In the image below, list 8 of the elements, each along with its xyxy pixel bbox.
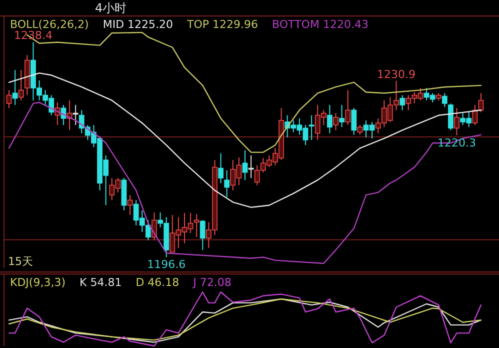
annotation: 15天	[8, 255, 33, 268]
annotation: 1196.6	[147, 258, 186, 272]
legend: BOLL(26,26,2) MID 1225.20 TOP 1229.96 BOTTOM 1220.43	[10, 18, 368, 31]
annotation: 1238.4	[14, 29, 52, 42]
legend: KDJ(9,3,3) K 54.81 D 46.18 J 72.08	[10, 276, 232, 289]
annotation: 1220.3	[438, 136, 476, 150]
annotation: 1230.9	[377, 68, 416, 81]
chart-title: 4小时	[95, 1, 127, 15]
